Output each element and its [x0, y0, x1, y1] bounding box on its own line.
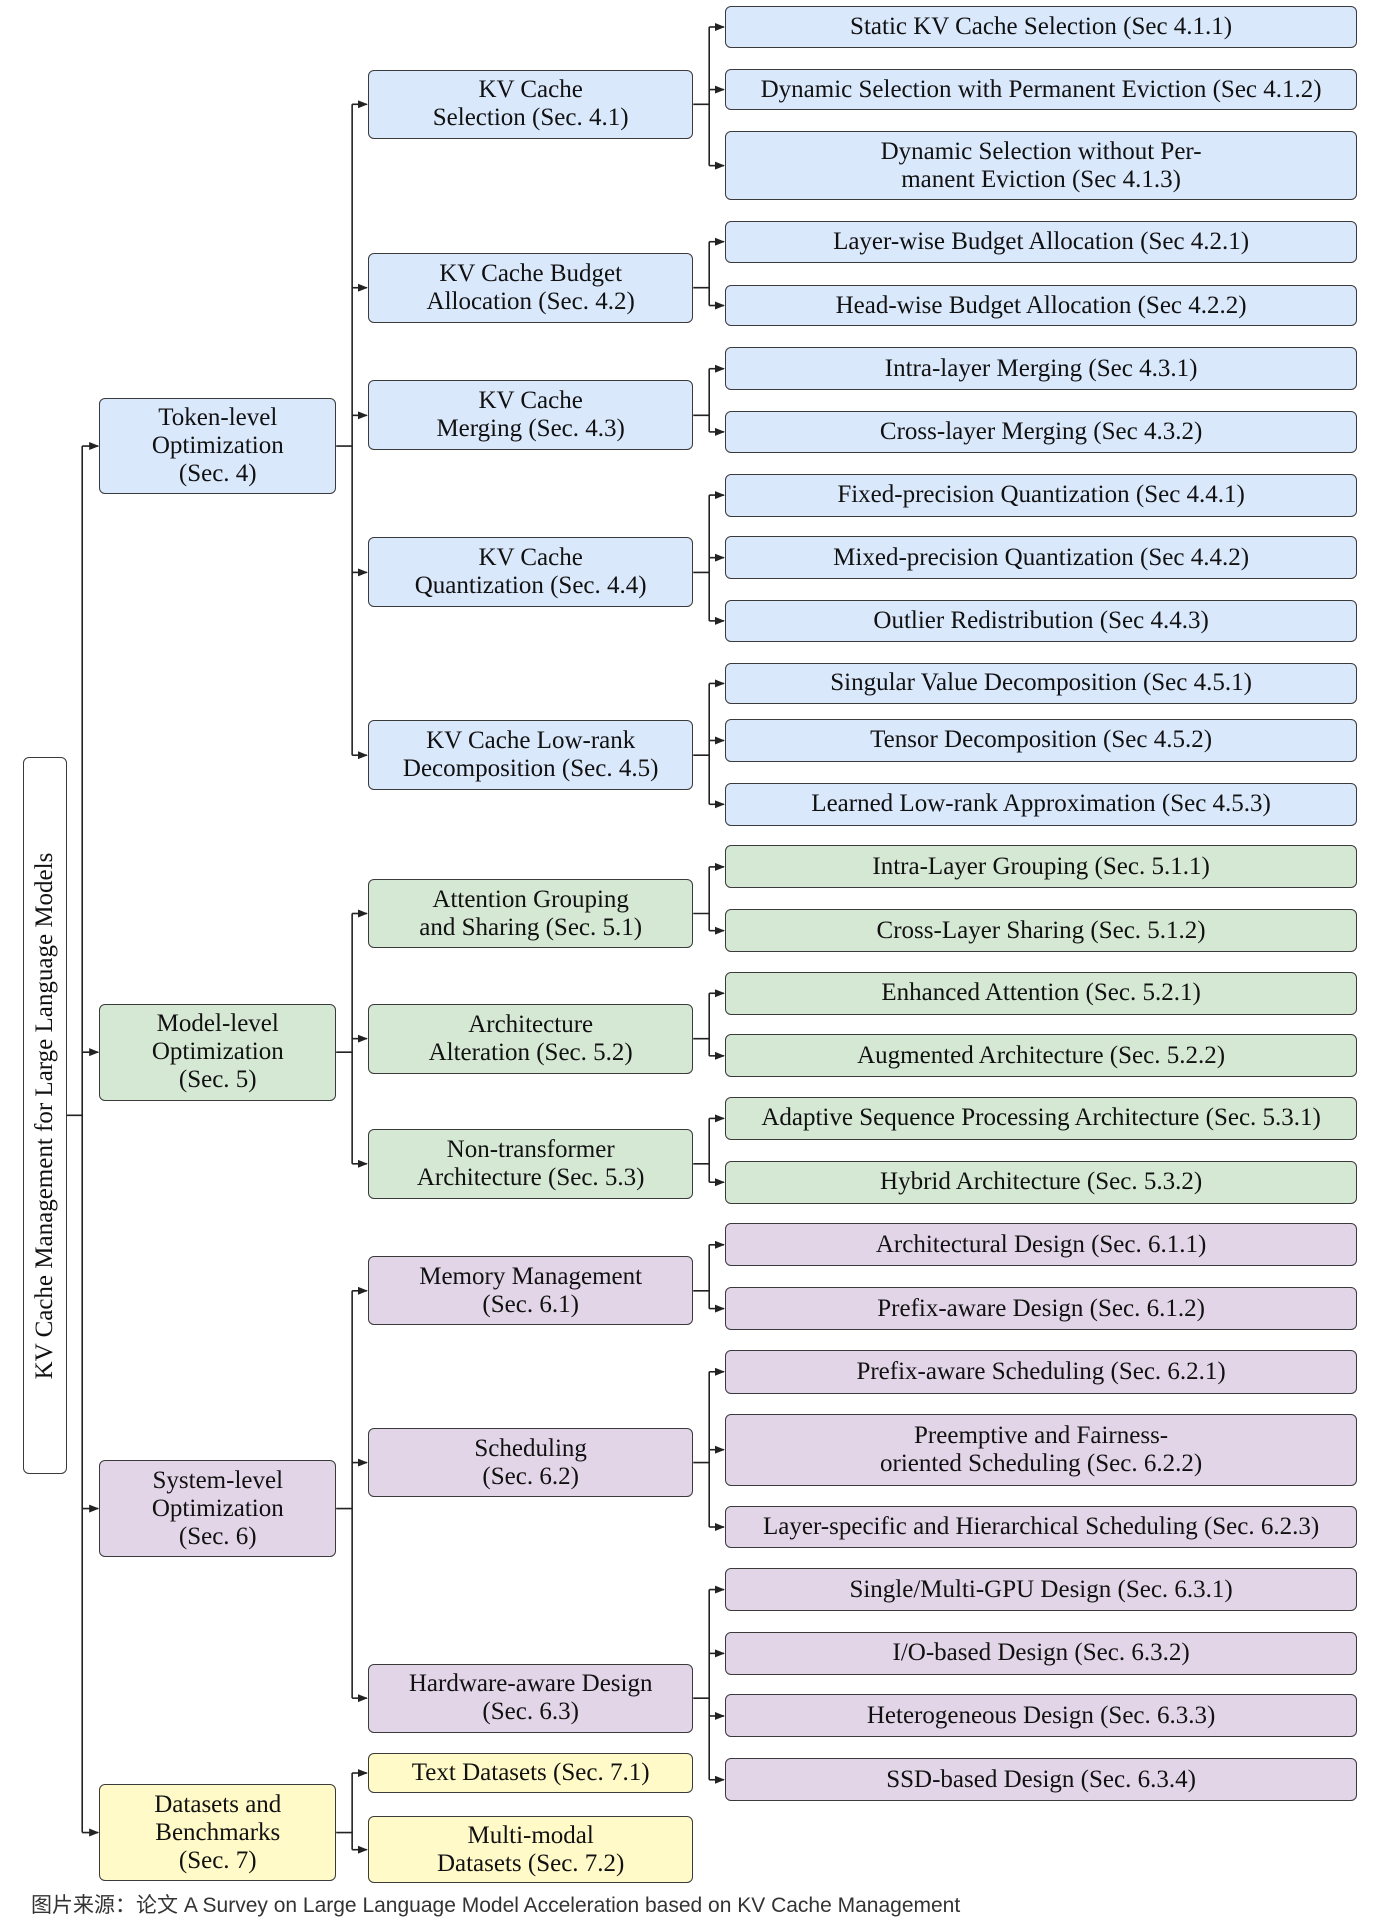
subcategory-node: Architecture Alteration (Sec. 5.2) — [368, 1003, 694, 1074]
category-node: Datasets and Benchmarks (Sec. 7) — [99, 1784, 337, 1881]
leaf-node: Outlier Redistribution (Sec 4.4.3) — [725, 600, 1358, 642]
leaf-node: Layer-specific and Hierarchical Scheduli… — [725, 1505, 1358, 1549]
leaf-node: Enhanced Attention (Sec. 5.2.1) — [725, 971, 1358, 1015]
leaf-node: Heterogeneous Design (Sec. 6.3.3) — [725, 1694, 1358, 1738]
leaf-node: Learned Low-rank Approximation (Sec 4.5.… — [725, 782, 1358, 826]
leaf-node: Prefix-aware Design (Sec. 6.1.2) — [725, 1287, 1358, 1331]
leaf-node: Prefix-aware Scheduling (Sec. 6.2.1) — [725, 1349, 1358, 1394]
leaf-node: Cross-layer Merging (Sec 4.3.2) — [725, 411, 1358, 453]
leaf-node: Layer-wise Budget Allocation (Sec 4.2.1) — [725, 220, 1358, 263]
subcategory-node: KV Cache Selection (Sec. 4.1) — [368, 69, 694, 139]
leaf-node: Static KV Cache Selection (Sec 4.1.1) — [725, 6, 1358, 48]
leaf-node: Singular Value Decomposition (Sec 4.5.1) — [725, 662, 1358, 705]
leaf-node: Mixed-precision Quantization (Sec 4.4.2) — [725, 536, 1358, 580]
leaf-node: Intra-layer Merging (Sec 4.3.1) — [725, 347, 1358, 391]
subcategory-node: KV Cache Low-rank Decomposition (Sec. 4.… — [368, 720, 694, 791]
leaf-node: Dynamic Selection without Per- manent Ev… — [725, 131, 1358, 200]
leaf-node: Fixed-precision Quantization (Sec 4.4.1) — [725, 473, 1358, 517]
leaf-node: Cross-Layer Sharing (Sec. 5.1.2) — [725, 909, 1358, 953]
leaf-node: I/O-based Design (Sec. 6.3.2) — [725, 1631, 1358, 1675]
subcategory-node: Memory Management (Sec. 6.1) — [368, 1256, 694, 1326]
leaf-node: Dynamic Selection with Permanent Evictio… — [725, 68, 1358, 111]
subcategory-node: KV Cache Quantization (Sec. 4.4) — [368, 537, 694, 608]
leaf-node: Adaptive Sequence Processing Architectur… — [725, 1096, 1358, 1140]
leaf-node: Architectural Design (Sec. 6.1.1) — [725, 1223, 1358, 1267]
root-node: KV Cache Management for Large Language M… — [23, 757, 67, 1474]
leaf-node: Hybrid Architecture (Sec. 5.3.2) — [725, 1160, 1358, 1204]
root-label: KV Cache Management for Large Language M… — [31, 852, 58, 1379]
figure-caption: 图片来源：论文 A Survey on Large Language Model… — [31, 1894, 961, 1917]
subcategory-node: Scheduling (Sec. 6.2) — [368, 1428, 694, 1497]
subcategory-node: Attention Grouping and Sharing (Sec. 5.1… — [368, 878, 694, 949]
subcategory-node: Non-transformer Architecture (Sec. 5.3) — [368, 1128, 694, 1199]
subcategory-node: Multi-modal Datasets (Sec. 7.2) — [368, 1815, 694, 1884]
subcategory-node: KV Cache Budget Allocation (Sec. 4.2) — [368, 252, 694, 323]
leaf-node: Intra-Layer Grouping (Sec. 5.1.1) — [725, 845, 1358, 889]
leaf-node: Tensor Decomposition (Sec 4.5.2) — [725, 719, 1358, 762]
category-node: System-level Optimization (Sec. 6) — [99, 1460, 337, 1558]
leaf-node: Head-wise Budget Allocation (Sec 4.2.2) — [725, 284, 1358, 327]
leaf-node: Preemptive and Fairness- oriented Schedu… — [725, 1413, 1358, 1486]
leaf-node: SSD-based Design (Sec. 6.3.4) — [725, 1758, 1358, 1802]
category-node: Model-level Optimization (Sec. 5) — [99, 1003, 337, 1101]
subcategory-node: Text Datasets (Sec. 7.1) — [368, 1753, 694, 1793]
leaf-node: Single/Multi-GPU Design (Sec. 6.3.1) — [725, 1568, 1358, 1612]
subcategory-node: KV Cache Merging (Sec. 4.3) — [368, 380, 694, 451]
leaf-node: Augmented Architecture (Sec. 5.2.2) — [725, 1034, 1358, 1078]
subcategory-node: Hardware-aware Design (Sec. 6.3) — [368, 1663, 694, 1733]
category-node: Token-level Optimization (Sec. 4) — [99, 397, 337, 495]
